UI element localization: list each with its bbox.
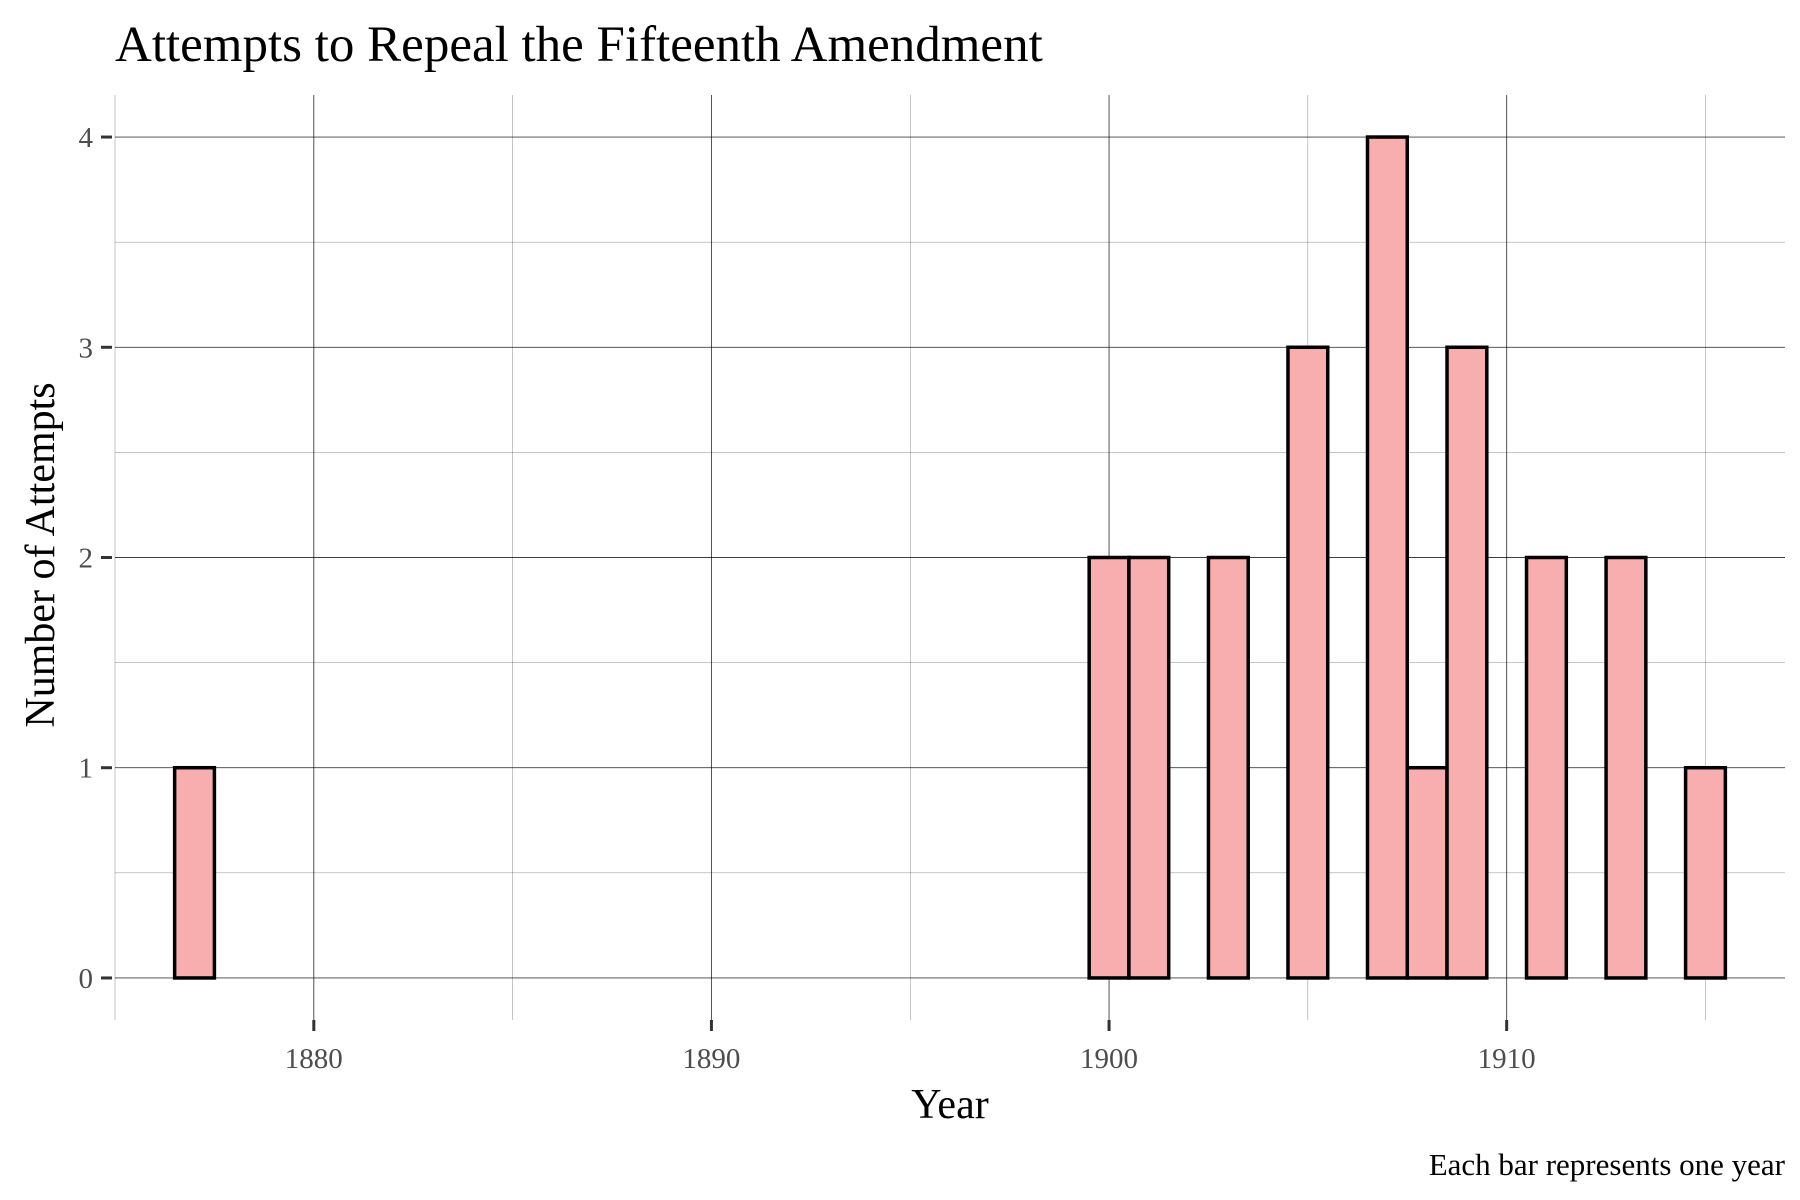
bar-1877 bbox=[172, 765, 217, 980]
bar-1913 bbox=[1604, 555, 1648, 980]
x-axis-label: Year bbox=[911, 1082, 988, 1128]
x-tick-label-1890: 1890 bbox=[682, 1043, 740, 1075]
bar-1903 bbox=[1206, 555, 1250, 980]
grid bbox=[114, 95, 1785, 1020]
y-axis-label: Number of Attempts bbox=[18, 382, 64, 727]
bar-1908 bbox=[1405, 765, 1449, 980]
x-tick-label-1910: 1910 bbox=[1478, 1043, 1536, 1075]
bars bbox=[172, 135, 1728, 980]
y-tick-label-2: 2 bbox=[79, 543, 94, 575]
bar-1909 bbox=[1445, 345, 1489, 980]
y-tick-label-0: 0 bbox=[79, 963, 94, 995]
bar-1901 bbox=[1127, 555, 1171, 980]
x-axis: 1880 1890 1900 1910 bbox=[285, 1020, 1536, 1075]
y-axis: 0 1 2 3 4 bbox=[79, 122, 112, 995]
bar-1905 bbox=[1286, 345, 1330, 980]
x-tick-label-1880: 1880 bbox=[285, 1043, 343, 1075]
x-tick-label-1900: 1900 bbox=[1080, 1043, 1138, 1075]
chart-title: Attempts to Repeal the Fifteenth Amendme… bbox=[115, 17, 1043, 73]
bar-1915 bbox=[1683, 765, 1728, 980]
bar-1907 bbox=[1365, 135, 1410, 980]
chart-caption: Each bar represents one year bbox=[1429, 1147, 1786, 1182]
bar-1911 bbox=[1524, 555, 1569, 980]
y-tick-label-3: 3 bbox=[79, 332, 94, 364]
bar-1900 bbox=[1087, 555, 1131, 980]
y-tick-label-4: 4 bbox=[79, 122, 94, 154]
y-tick-label-1: 1 bbox=[79, 753, 94, 785]
